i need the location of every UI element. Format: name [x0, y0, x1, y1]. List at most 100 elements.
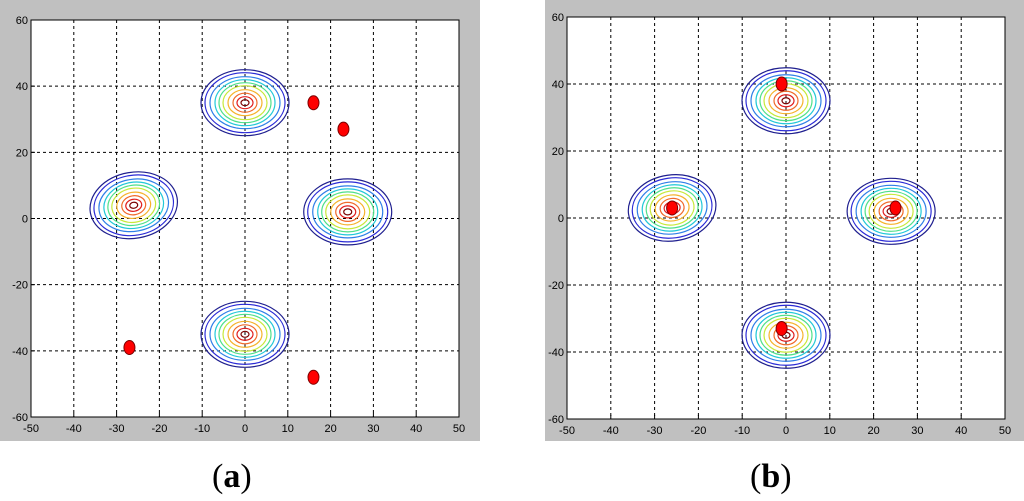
- contour-line: [659, 197, 685, 219]
- marker-point: [123, 340, 136, 356]
- caption-close-paren: ): [780, 458, 792, 495]
- contour-line: [339, 205, 357, 219]
- contour-line: [236, 327, 254, 341]
- contour-line: [330, 198, 366, 226]
- contour-line: [645, 187, 699, 229]
- contour-group: [200, 69, 290, 137]
- y-tick-label: -20: [548, 280, 564, 292]
- contour-line: [777, 94, 795, 108]
- contour-line: [750, 74, 822, 128]
- marker-point: [775, 321, 788, 337]
- contour-line: [745, 304, 827, 366]
- y-tick-label: 20: [552, 146, 564, 158]
- x-tick-label: -20: [690, 425, 706, 437]
- y-tick-label: 0: [22, 214, 28, 226]
- contour-line: [214, 310, 276, 358]
- contour-line: [741, 67, 831, 135]
- marker-point: [889, 200, 902, 216]
- caption-open-paren: (: [212, 458, 224, 495]
- contour-line: [232, 324, 258, 345]
- contour-group: [89, 171, 179, 240]
- y-tick-label: 0: [558, 213, 564, 225]
- contour-line: [631, 177, 713, 239]
- contour-line: [93, 174, 175, 237]
- contour-line: [741, 301, 831, 369]
- y-tick-label: -60: [12, 412, 28, 424]
- contour-line: [636, 181, 708, 235]
- contour-line: [846, 177, 936, 245]
- y-tick-label: 20: [16, 147, 28, 159]
- x-tick-label: 10: [282, 423, 294, 435]
- x-tick-label: 0: [242, 423, 248, 435]
- contour-line: [116, 191, 152, 220]
- y-tick-label: -20: [12, 280, 28, 292]
- contour-line: [222, 316, 268, 352]
- x-tick-label: 0: [783, 425, 789, 437]
- contour-line: [240, 330, 250, 338]
- contour-line: [860, 187, 922, 235]
- contour-line: [209, 307, 281, 361]
- contour-line: [745, 70, 827, 132]
- contour-line: [111, 187, 157, 224]
- contour-group: [741, 301, 831, 369]
- contour-line: [750, 308, 822, 362]
- marker-point: [307, 369, 320, 385]
- x-tick-label: 20: [867, 425, 879, 437]
- contour-line: [232, 92, 258, 113]
- contour-line: [641, 184, 703, 232]
- contour-group: [846, 177, 936, 245]
- x-tick-label: 30: [367, 423, 379, 435]
- x-tick-label: -20: [151, 423, 167, 435]
- x-tick-label: -10: [194, 423, 210, 435]
- y-tick-label: -40: [548, 347, 564, 359]
- x-tick-label: -50: [23, 423, 39, 435]
- x-tick-label: 40: [410, 423, 422, 435]
- contour-line: [303, 178, 393, 246]
- y-tick-label: 40: [552, 79, 564, 91]
- contour-line: [873, 197, 909, 225]
- marker-point: [775, 76, 788, 92]
- x-tick-label: 50: [999, 425, 1011, 437]
- contour-line: [209, 76, 281, 130]
- x-tick-label: -40: [603, 425, 619, 437]
- x-tick-label: -10: [734, 425, 750, 437]
- y-tick-label: 60: [16, 15, 28, 27]
- caption-label-b: b: [761, 458, 781, 495]
- contour-line: [864, 190, 918, 232]
- y-tick-label: -40: [12, 346, 28, 358]
- caption-b: (b): [750, 458, 792, 496]
- contour-line: [325, 194, 371, 230]
- contour-line: [317, 188, 379, 236]
- x-tick-label: 10: [824, 425, 836, 437]
- contour-line: [204, 72, 286, 134]
- contour-line: [89, 171, 179, 240]
- contour-line: [343, 208, 353, 216]
- contour-line: [850, 180, 932, 242]
- contour-line: [218, 313, 272, 355]
- x-tick-label: -50: [559, 425, 575, 437]
- chart-panel-b: -50 -40 -30 -20 -10 0 10 20 30 40 50 -60 -40 -20 0 20 40…: [545, 0, 1024, 441]
- contour-line: [763, 317, 809, 353]
- x-tick-label: -40: [66, 423, 82, 435]
- caption-a: (a): [212, 458, 252, 496]
- contour-group: [303, 178, 393, 246]
- y-tick-label: 60: [552, 12, 564, 24]
- contour-line: [236, 96, 254, 110]
- contour-plot-b: -50 -40 -30 -20 -10 0 10 20 30 40 50 -60 -40 -20 0 20 40…: [548, 12, 1011, 437]
- contour-line: [240, 99, 250, 107]
- contour-plot-a: -50 -40 -30 -20 -10 0 10 20 30 40 50 -60 -40 -20 0 20 40…: [12, 15, 465, 435]
- contour-line: [218, 82, 272, 124]
- contour-line: [227, 320, 263, 348]
- contour-line: [321, 191, 375, 233]
- caption-label-a: a: [223, 458, 241, 495]
- x-tick-label: 30: [911, 425, 923, 437]
- x-tick-label: -30: [647, 425, 663, 437]
- contour-line: [125, 198, 143, 212]
- chart-panel-a: -50 -40 -30 -20 -10 0 10 20 30 40 50 -60 -40 -20 0 20 40…: [0, 0, 480, 441]
- contour-line: [335, 201, 361, 222]
- contour-line: [781, 97, 791, 105]
- contour-line: [855, 184, 927, 238]
- contour-line: [222, 85, 268, 121]
- contour-line: [103, 181, 165, 230]
- x-tick-label: -30: [109, 423, 125, 435]
